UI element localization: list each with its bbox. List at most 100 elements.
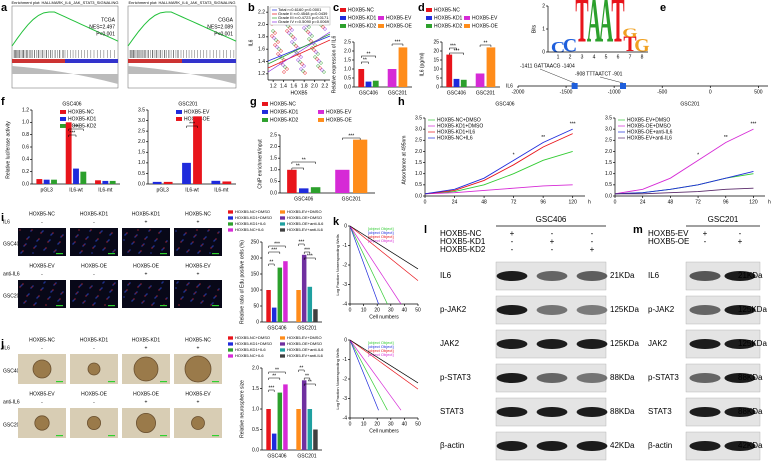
x-tick-label: GSC201 xyxy=(297,325,316,331)
cell-dot xyxy=(95,297,97,299)
cell-dot xyxy=(166,240,168,242)
legend-label: HOXB5-OE+DMSO xyxy=(287,215,322,220)
cell-dot xyxy=(126,289,128,291)
scale-bar xyxy=(108,253,115,255)
logo-letter: T xyxy=(611,0,624,56)
cohort: CGGA xyxy=(218,17,233,23)
y-tick-label: 0.8 xyxy=(22,132,29,138)
cell-dot xyxy=(196,229,198,231)
blot-band xyxy=(724,373,756,383)
y-tick-label: 100 xyxy=(251,287,260,293)
cell-dot xyxy=(58,299,60,301)
cell-dot xyxy=(34,246,36,248)
cell-dot xyxy=(45,304,47,306)
condition-mark: + xyxy=(197,271,200,277)
y-axis-label: Relative ratio of Edu positive cells (%) xyxy=(239,240,245,324)
cell-dot xyxy=(183,234,185,236)
x-tick-label: 30 xyxy=(388,307,394,313)
bar xyxy=(335,169,350,193)
cell-dot xyxy=(78,229,80,231)
cell-dot xyxy=(20,252,22,254)
regression-line xyxy=(267,35,331,62)
cell-dot xyxy=(104,304,106,306)
cell-dot xyxy=(138,252,140,254)
cell-dot xyxy=(204,237,206,239)
significance-label: ** xyxy=(367,51,371,57)
legend-swatch xyxy=(280,210,285,214)
y-tick-label: 50 xyxy=(253,303,259,309)
y-axis-label: Relative neurosphere size xyxy=(239,380,245,438)
cell-dot xyxy=(127,284,129,286)
scale-bar xyxy=(160,305,167,307)
cell-dot xyxy=(154,240,156,242)
bar xyxy=(307,286,313,322)
cell-dot xyxy=(58,242,60,244)
cell-dot xyxy=(202,300,204,302)
cell-dot xyxy=(203,238,205,240)
scatter-decor xyxy=(300,62,304,66)
legend-label: HOXB5-OE xyxy=(326,117,353,123)
cell-dot xyxy=(191,242,193,244)
cell-dot xyxy=(192,298,194,300)
legend-swatch xyxy=(280,348,285,352)
dilution-line xyxy=(349,339,388,411)
neurosphere xyxy=(191,416,205,430)
neurosphere xyxy=(34,415,50,431)
size-label: 88KDa xyxy=(610,407,635,416)
condition-mark: - xyxy=(93,219,95,225)
panel-letter: h xyxy=(398,96,405,108)
lane-mark: - xyxy=(591,229,594,238)
x-tick-label: 50 xyxy=(415,307,421,313)
lane-mark: - xyxy=(511,245,514,254)
significance-label: ** xyxy=(299,365,303,371)
legend-swatch xyxy=(228,210,233,214)
scatter-decor xyxy=(309,39,313,43)
cell-dot xyxy=(198,251,200,253)
x-tick-label: GSC201 xyxy=(388,90,407,96)
blot-band xyxy=(724,339,756,349)
cell-dot xyxy=(89,287,91,289)
cell-dot xyxy=(41,288,43,290)
cell-dot xyxy=(80,284,82,286)
lane-mark: + xyxy=(738,237,743,246)
cell-dot xyxy=(28,293,30,295)
microscopy-image xyxy=(174,280,222,308)
cell-dot xyxy=(160,287,162,289)
cell-dot xyxy=(134,236,136,238)
cell-dot xyxy=(85,295,87,297)
significance-label: *** xyxy=(307,253,313,259)
y-tick-label: 1 xyxy=(542,26,545,32)
blot-band xyxy=(576,339,608,349)
x-tick-label: -1000 xyxy=(608,89,621,95)
cell-dot xyxy=(24,244,26,246)
cell-dot xyxy=(103,281,105,283)
bar xyxy=(152,181,162,184)
legend-swatch xyxy=(228,216,233,220)
ranked-metric xyxy=(12,66,118,84)
cell-dot xyxy=(204,294,206,296)
cell-dot xyxy=(21,251,23,253)
cell-dot xyxy=(165,241,167,243)
column-label: HOXB5-OE xyxy=(133,263,160,269)
cell-dot xyxy=(124,291,126,293)
condition-mark: - xyxy=(93,271,95,277)
scale-bar xyxy=(56,253,63,255)
legend-label: HOXB5-OE+anti-IL6 xyxy=(627,129,673,135)
cell-dot xyxy=(193,236,195,238)
significance-label: *** xyxy=(348,133,354,139)
cell-dot xyxy=(144,238,146,240)
bar xyxy=(287,169,297,193)
scatter-decor xyxy=(298,60,302,64)
cell-dot xyxy=(196,286,198,288)
x-tick-label: 48 xyxy=(668,199,674,205)
y-tick-label: 1.5 xyxy=(605,160,612,166)
dilution-line xyxy=(349,225,379,305)
cell-dot xyxy=(162,281,164,283)
legend-label: [object Object] xyxy=(368,238,394,243)
cell-dot xyxy=(158,232,160,234)
cell-dot xyxy=(93,246,95,248)
x-axis-label: h xyxy=(588,199,591,205)
y-tick-label: 150 xyxy=(251,271,260,277)
cell-dot xyxy=(195,291,197,293)
scale-bar xyxy=(56,381,63,383)
